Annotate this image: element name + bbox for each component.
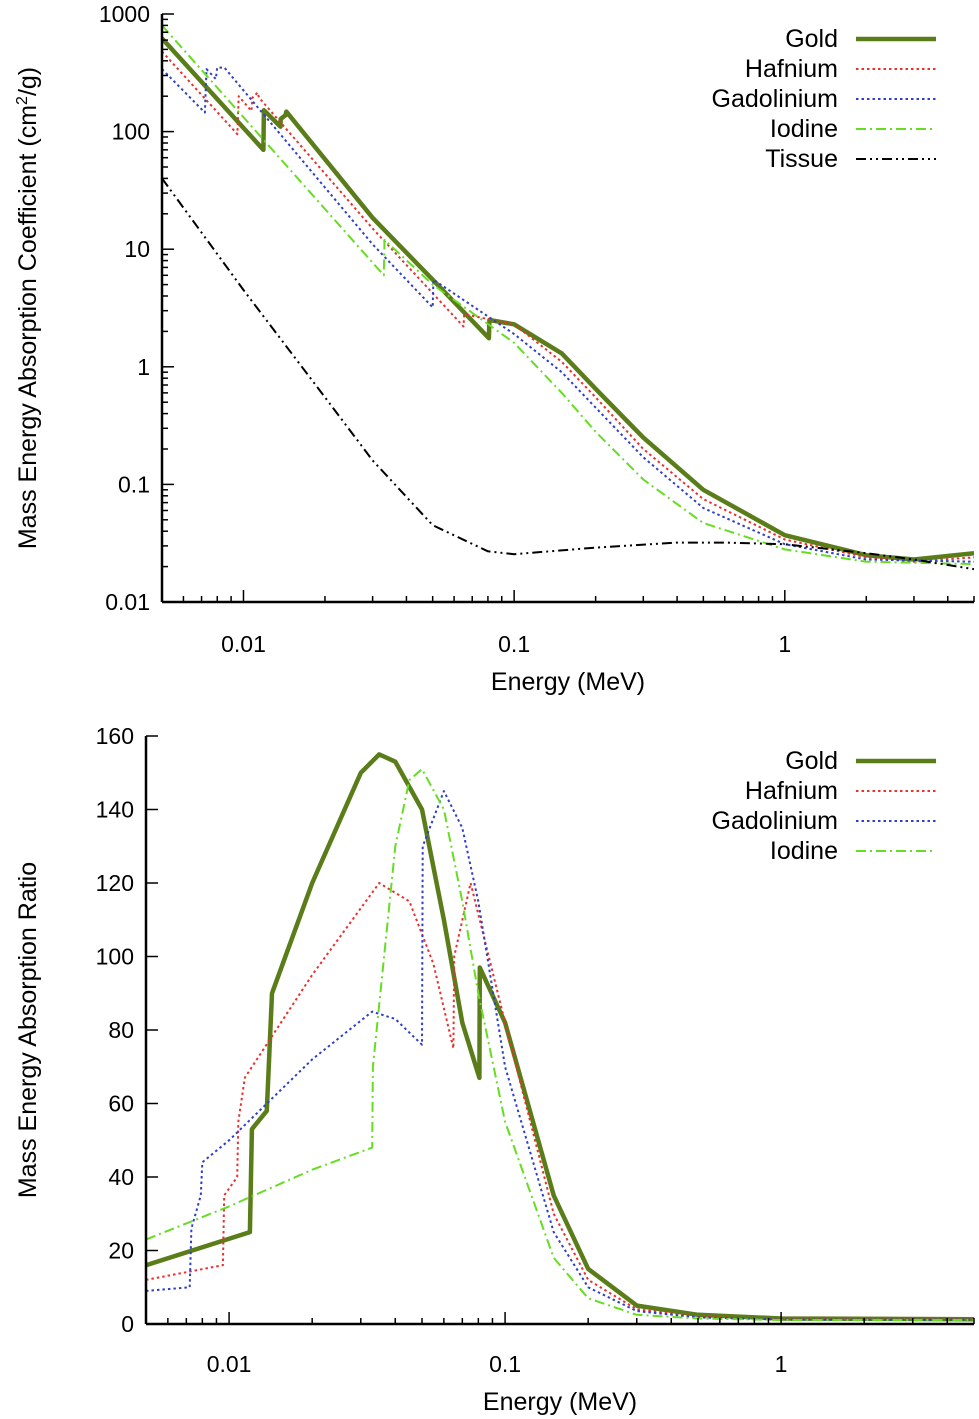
series-line-iodine (146, 768, 974, 1321)
x-tick-label: 0.1 (498, 631, 530, 657)
x-tick-label: 0.1 (489, 1351, 521, 1377)
y-tick-label: 160 (96, 723, 134, 749)
legend-label-gold: Gold (785, 25, 838, 53)
legend-label-gadolinium: Gadolinium (712, 85, 838, 113)
legend-label-iodine: Iodine (770, 837, 838, 865)
y-tick-label: 0.1 (118, 471, 150, 497)
series-line-tissue (162, 177, 974, 571)
series-line-gold (146, 752, 974, 1322)
y-tick-label: 40 (108, 1164, 134, 1190)
y-tick-label: 0 (121, 1311, 134, 1337)
series-line-hafnium (162, 50, 974, 563)
series-line-hafnium (146, 882, 974, 1321)
y-axis-title: Mass Energy Absorption Ratio (14, 862, 42, 1198)
x-tick-label: 0.01 (221, 631, 266, 657)
y-tick-label: 20 (108, 1238, 134, 1264)
y-tick-label: 1 (137, 354, 150, 380)
y-tick-label: 60 (108, 1091, 134, 1117)
y-tick-label: 120 (96, 870, 134, 896)
y-tick-label: 100 (96, 944, 134, 970)
y-tick-label: 140 (96, 797, 134, 823)
x-tick-label: 0.01 (207, 1351, 252, 1377)
y-tick-label: 80 (108, 1017, 134, 1043)
x-axis-title: Energy (MeV) (483, 1388, 637, 1416)
x-axis-title: Energy (MeV) (491, 668, 645, 696)
series-line-iodine (162, 24, 974, 566)
legend-label-hafnium: Hafnium (745, 55, 838, 83)
legend-label-hafnium: Hafnium (745, 777, 838, 805)
legend-label-iodine: Iodine (770, 115, 838, 143)
y-tick-label: 10 (124, 236, 150, 262)
chart-absorption-coefficient: 0.01 0.1 1 0.01 0.1 1 10 100 1000 Energy (MeV) Mas… (14, 1, 975, 696)
series-line-gadolinium (162, 66, 974, 563)
y-tick-label: 0.01 (105, 589, 150, 615)
chart-absorption-ratio: 0.01 0.1 1 0 20 40 60 80 100 120 140 160 Energy (MeV… (14, 723, 975, 1416)
y-axis-title: Mass Energy Absorption Coefficient (cm2/… (14, 67, 42, 549)
y-tick-label: 1000 (99, 1, 150, 27)
legend-label-gadolinium: Gadolinium (712, 807, 838, 835)
x-tick-label: 1 (775, 1351, 788, 1377)
legend-label-tissue: Tissue (765, 145, 838, 173)
legend-label-gold: Gold (785, 747, 838, 775)
series-line-gold (162, 36, 974, 562)
y-tick-label: 100 (112, 119, 150, 145)
x-tick-label: 1 (778, 631, 791, 657)
